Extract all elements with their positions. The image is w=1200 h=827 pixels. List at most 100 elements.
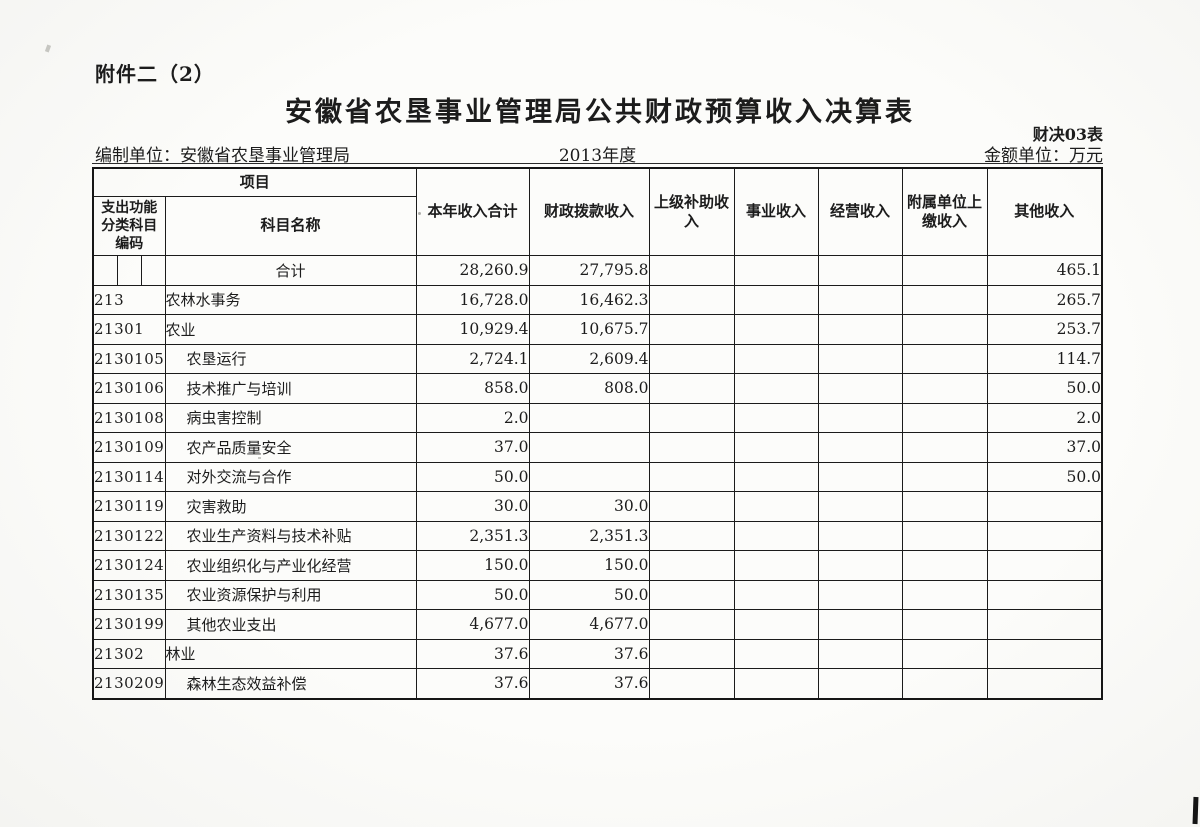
value-cell (901, 579, 988, 610)
code-cell: 2130135 (92, 579, 166, 610)
value-cell (986, 579, 1103, 610)
subject-name-cell: 合计 (164, 255, 417, 286)
amount-unit-label: 金额单位：万元 (984, 146, 1103, 166)
value-cell (817, 550, 903, 581)
value-cell: 27,795.8 (528, 255, 650, 286)
value-cell (528, 432, 650, 463)
code-cell: 2130109 (92, 432, 166, 463)
value-cell (901, 668, 988, 699)
value-cell: 50.0 (415, 579, 530, 610)
value-cell: 465.1 (986, 255, 1103, 286)
value-cell (901, 314, 988, 345)
code-cell: 2130209 (92, 668, 166, 699)
value-cell: 16,728.0 (415, 284, 530, 315)
value-cell (733, 461, 819, 492)
value-cell (733, 314, 819, 345)
subject-name-cell: 森林生态效益补偿 (164, 668, 417, 699)
value-cell (901, 609, 988, 640)
value-cell: 2,724.1 (415, 343, 530, 374)
table-row: 2130135 农业资源保护与利用 50.0 50.0 (92, 579, 1103, 610)
code-cell: 213 (92, 284, 166, 315)
header-col-business-income: 事业收入 (733, 167, 819, 256)
value-cell: 37.6 (415, 668, 530, 699)
value-cell: 2,609.4 (528, 343, 650, 374)
table-row: 2130105 农垦运行 2,724.1 2,609.4 114.7 (92, 343, 1103, 374)
value-cell (817, 609, 903, 640)
empty-subcell (140, 256, 164, 285)
value-cell (733, 255, 819, 286)
scan-speck (44, 44, 52, 53)
value-cell (817, 461, 903, 492)
table-row: 2130119 灾害救助 30.0 30.0 (92, 491, 1103, 522)
value-cell: 265.7 (986, 284, 1103, 315)
value-cell: 30.0 (415, 491, 530, 522)
value-cell (733, 402, 819, 433)
scan-speck (418, 212, 421, 215)
value-cell (648, 520, 735, 551)
value-cell (733, 550, 819, 581)
value-cell: 37.0 (415, 432, 530, 463)
value-cell (648, 432, 735, 463)
table-row: 21301 农业 10,929.4 10,675.7 253.7 (92, 314, 1103, 345)
value-cell (817, 255, 903, 286)
code-cell: 2130114 (92, 461, 166, 492)
code-cell: 2130108 (92, 402, 166, 433)
scan-artifact-mark (1192, 796, 1199, 825)
header-col-fiscal-appropriation: 财政拨款收入 (528, 167, 650, 256)
value-cell: 50.0 (986, 461, 1103, 492)
form-code-label: 财决03表 (1032, 125, 1103, 144)
value-cell (901, 520, 988, 551)
code-cell: 2130106 (92, 373, 166, 404)
value-cell (648, 255, 735, 286)
value-cell (986, 520, 1103, 551)
value-cell (986, 550, 1103, 581)
value-cell (901, 461, 988, 492)
value-cell: 114.7 (986, 343, 1103, 374)
subject-name-cell: 农垦运行 (164, 343, 417, 374)
header-col-operating-income: 经营收入 (817, 167, 903, 256)
value-cell (648, 668, 735, 699)
value-cell (901, 255, 988, 286)
code-cell: 21302 (92, 638, 166, 669)
subject-name-cell: 农业资源保护与利用 (164, 579, 417, 610)
value-cell (648, 402, 735, 433)
value-cell (817, 284, 903, 315)
value-cell (528, 402, 650, 433)
subject-name-cell: 灾害救助 (164, 491, 417, 522)
empty-subcell (116, 256, 141, 285)
value-cell (901, 491, 988, 522)
code-cell: 2130124 (92, 550, 166, 581)
value-cell (817, 491, 903, 522)
value-cell (733, 668, 819, 699)
value-cell (901, 550, 988, 581)
subject-name-cell: 对外交流与合作 (164, 461, 417, 492)
value-cell (901, 284, 988, 315)
value-cell (733, 491, 819, 522)
value-cell: 37.6 (528, 638, 650, 669)
value-cell: 37.6 (415, 638, 530, 669)
header-subject-name: 科目名称 (164, 196, 417, 256)
value-cell: 2,351.3 (528, 520, 650, 551)
value-cell (733, 284, 819, 315)
header-col-total-income: 本年收入合计 (415, 167, 530, 256)
value-cell: 28,260.9 (415, 255, 530, 286)
table-row: 2130106 技术推广与培训 858.0 808.0 50.0 (92, 373, 1103, 404)
value-cell: 16,462.3 (528, 284, 650, 315)
value-cell: 50.0 (528, 579, 650, 610)
value-cell (986, 668, 1103, 699)
code-cell: 2130122 (92, 520, 166, 551)
value-cell: 150.0 (528, 550, 650, 581)
code-cell: 2130199 (92, 609, 166, 640)
value-cell: 2.0 (415, 402, 530, 433)
header-col-superior-subsidy: 上级补助收入 (648, 167, 735, 256)
value-cell (733, 609, 819, 640)
revenue-table: 项目 本年收入合计 财政拨款收入 上级补助收入 事业收入 经营收入 附属单位上缴… (92, 167, 1104, 700)
value-cell: 808.0 (528, 373, 650, 404)
value-cell: 30.0 (528, 491, 650, 522)
table-row: 2130124 农业组织化与产业化经营 150.0 150.0 (92, 550, 1103, 581)
value-cell: 4,677.0 (415, 609, 530, 640)
value-cell (817, 402, 903, 433)
value-cell (733, 520, 819, 551)
value-cell (901, 638, 988, 669)
